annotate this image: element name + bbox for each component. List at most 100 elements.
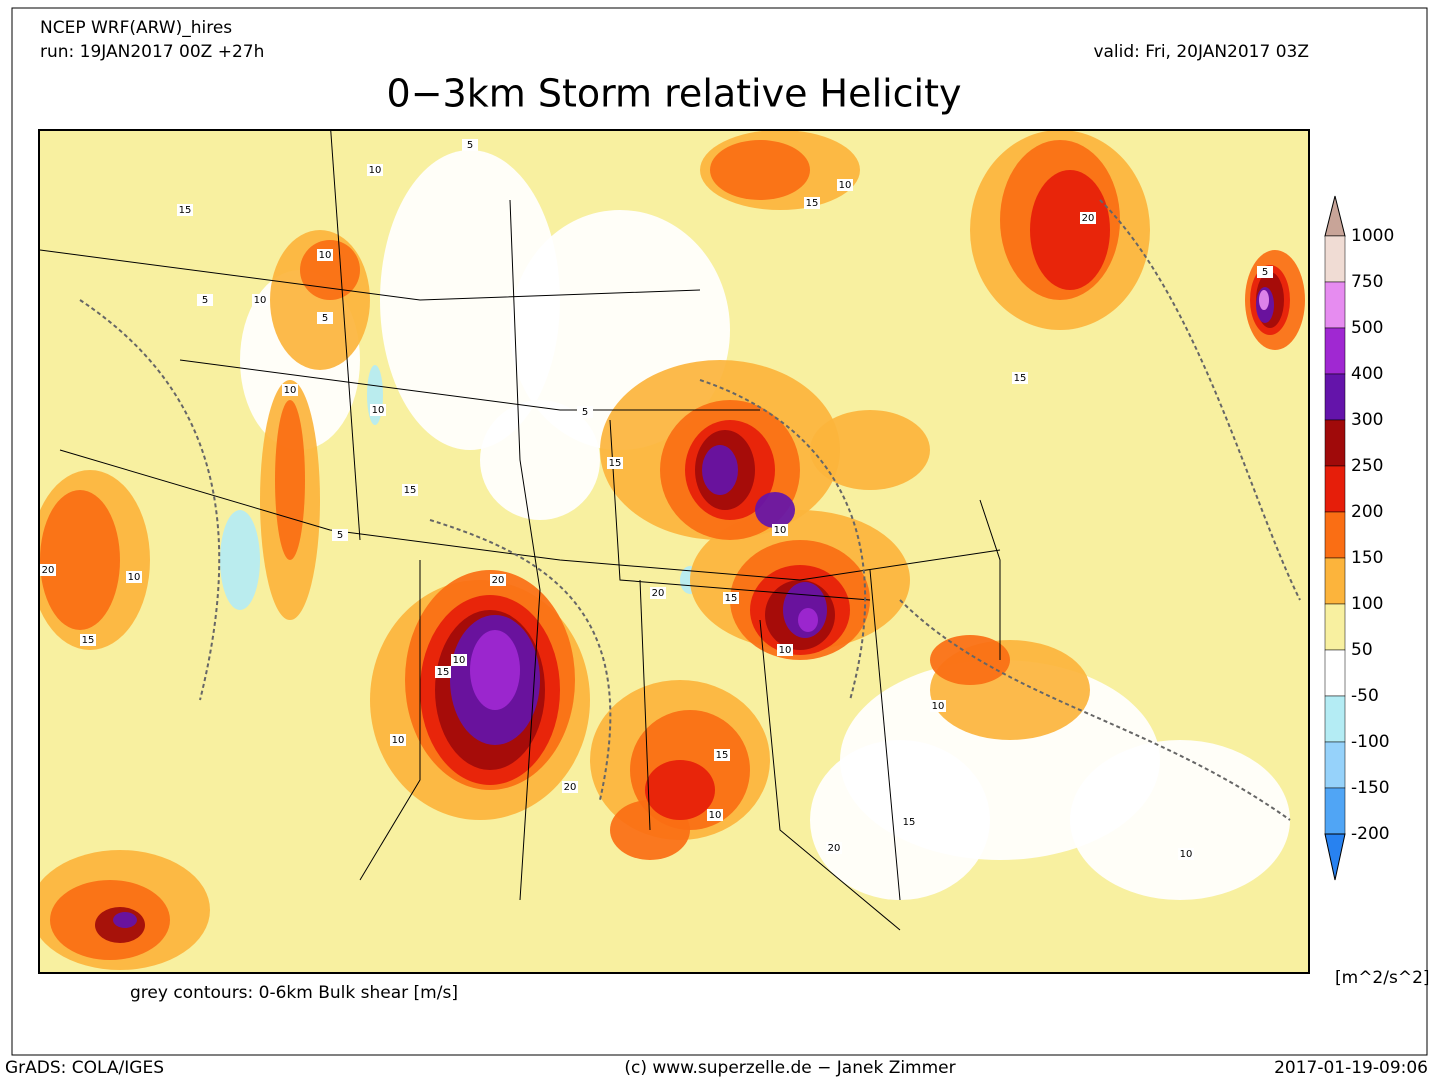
- shaded-area: [275, 400, 305, 560]
- shear-contour: [429, 519, 612, 801]
- contour-label: 10: [128, 572, 141, 583]
- boundary-line: [359, 560, 421, 881]
- contour-label-box: [707, 809, 723, 821]
- contour-label: 10: [392, 735, 405, 746]
- boundary-line: [179, 359, 760, 411]
- contour-label-box: [197, 294, 213, 306]
- contour-label: 10: [779, 645, 792, 656]
- boundary-line: [979, 499, 1001, 660]
- contour-label-box: [1257, 266, 1273, 278]
- colorbar-label: 750: [1351, 272, 1383, 292]
- shaded-area: [645, 760, 715, 820]
- contour-label-box: [435, 666, 451, 678]
- map-frame: [38, 129, 1310, 974]
- contour-label-box: [252, 294, 268, 306]
- map-title: 0−3km Storm relative Helicity: [387, 72, 962, 116]
- contour-label-box: [451, 654, 467, 666]
- contour-note: grey contours: 0-6km Bulk shear [m/s]: [130, 983, 458, 1003]
- colorbar-box: [1324, 511, 1346, 559]
- contour-label: 5: [582, 407, 588, 418]
- contour-label-box: [650, 587, 666, 599]
- boundary-line: [609, 419, 871, 601]
- contour-label: 10: [932, 701, 945, 712]
- contour-label-box: [317, 312, 333, 324]
- shaded-area: [470, 630, 520, 710]
- colorbar-label: 50: [1351, 640, 1373, 660]
- shaded-area: [810, 740, 990, 900]
- contour-label-box: [562, 781, 578, 793]
- contour-label-box: [282, 384, 298, 396]
- contour-label: 20: [42, 565, 55, 576]
- model-name: NCEP WRF(ARW)_hires: [40, 18, 232, 38]
- contour-label-box: [607, 457, 623, 469]
- shaded-area: [113, 912, 137, 928]
- footer-left: GrADS: COLA/IGES: [5, 1058, 164, 1078]
- contour-label-box: [40, 564, 56, 576]
- colorbar-box: [1324, 787, 1346, 835]
- colorbar-label: 500: [1351, 318, 1383, 338]
- contour-label-box: [837, 179, 853, 191]
- contour-label-box: [490, 574, 506, 586]
- colorbar-label: 200: [1351, 502, 1383, 522]
- contour-label-box: [390, 734, 406, 746]
- contour-label: 10: [284, 385, 297, 396]
- boundary-line: [759, 619, 901, 931]
- contour-label-box: [462, 139, 478, 151]
- contour-label-box: [80, 634, 96, 646]
- shaded-area: [810, 410, 930, 490]
- contour-label: 10: [1180, 849, 1193, 860]
- boundary-line: [39, 249, 701, 301]
- contour-label: 15: [903, 817, 916, 828]
- contour-label-box: [126, 571, 142, 583]
- contour-label: 15: [806, 198, 819, 209]
- shear-contour: [899, 599, 1291, 821]
- colorbar-label: -150: [1351, 778, 1390, 798]
- contour-label: 15: [725, 593, 738, 604]
- contour-label-box: [714, 749, 730, 761]
- shaded-area: [220, 510, 260, 610]
- valid-time: valid: Fri, 20JAN2017 03Z: [1093, 42, 1309, 62]
- shaded-area: [798, 608, 818, 632]
- contour-label-box: [826, 842, 842, 854]
- shaded-area: [702, 445, 738, 495]
- contour-label: 20: [828, 843, 841, 854]
- shear-contour: [1099, 199, 1301, 601]
- contour-label-box: [577, 406, 593, 418]
- colorbar-label: -100: [1351, 732, 1390, 752]
- colorbar-label: 400: [1351, 364, 1383, 384]
- contour-label: 10: [774, 525, 787, 536]
- contour-label: 10: [453, 655, 466, 666]
- contour-label-box: [1012, 372, 1028, 384]
- contour-label-box: [370, 404, 386, 416]
- contour-label: 15: [179, 205, 192, 216]
- colorbar-box: [1324, 741, 1346, 789]
- contour-label-box: [901, 816, 917, 828]
- colorbar-box: [1324, 649, 1346, 697]
- contour-label: 15: [1014, 373, 1027, 384]
- boundary-line: [869, 569, 901, 901]
- contour-label: 20: [652, 588, 665, 599]
- colorbar-box: [1324, 603, 1346, 651]
- contour-label-box: [772, 524, 788, 536]
- colorbar-label: 250: [1351, 456, 1383, 476]
- colorbar-label: 300: [1351, 410, 1383, 430]
- contour-label-box: [777, 644, 793, 656]
- contour-label: 20: [564, 782, 577, 793]
- colorbar-top-arrow: [1324, 195, 1346, 237]
- colorbar-label: 1000: [1351, 226, 1394, 246]
- contour-label-box: [402, 484, 418, 496]
- colorbar-box: [1324, 327, 1346, 375]
- colorbar-box: [1324, 557, 1346, 605]
- shaded-area: [1070, 740, 1290, 900]
- contour-label: 10: [319, 250, 332, 261]
- colorbar-label: -50: [1351, 686, 1379, 706]
- shear-contour: [79, 299, 221, 701]
- colorbar-label: -200: [1351, 824, 1390, 844]
- colorbar-box: [1324, 419, 1346, 467]
- contour-label-box: [930, 700, 946, 712]
- contour-label: 15: [609, 458, 622, 469]
- contour-label: 10: [839, 180, 852, 191]
- contour-label: 5: [322, 313, 328, 324]
